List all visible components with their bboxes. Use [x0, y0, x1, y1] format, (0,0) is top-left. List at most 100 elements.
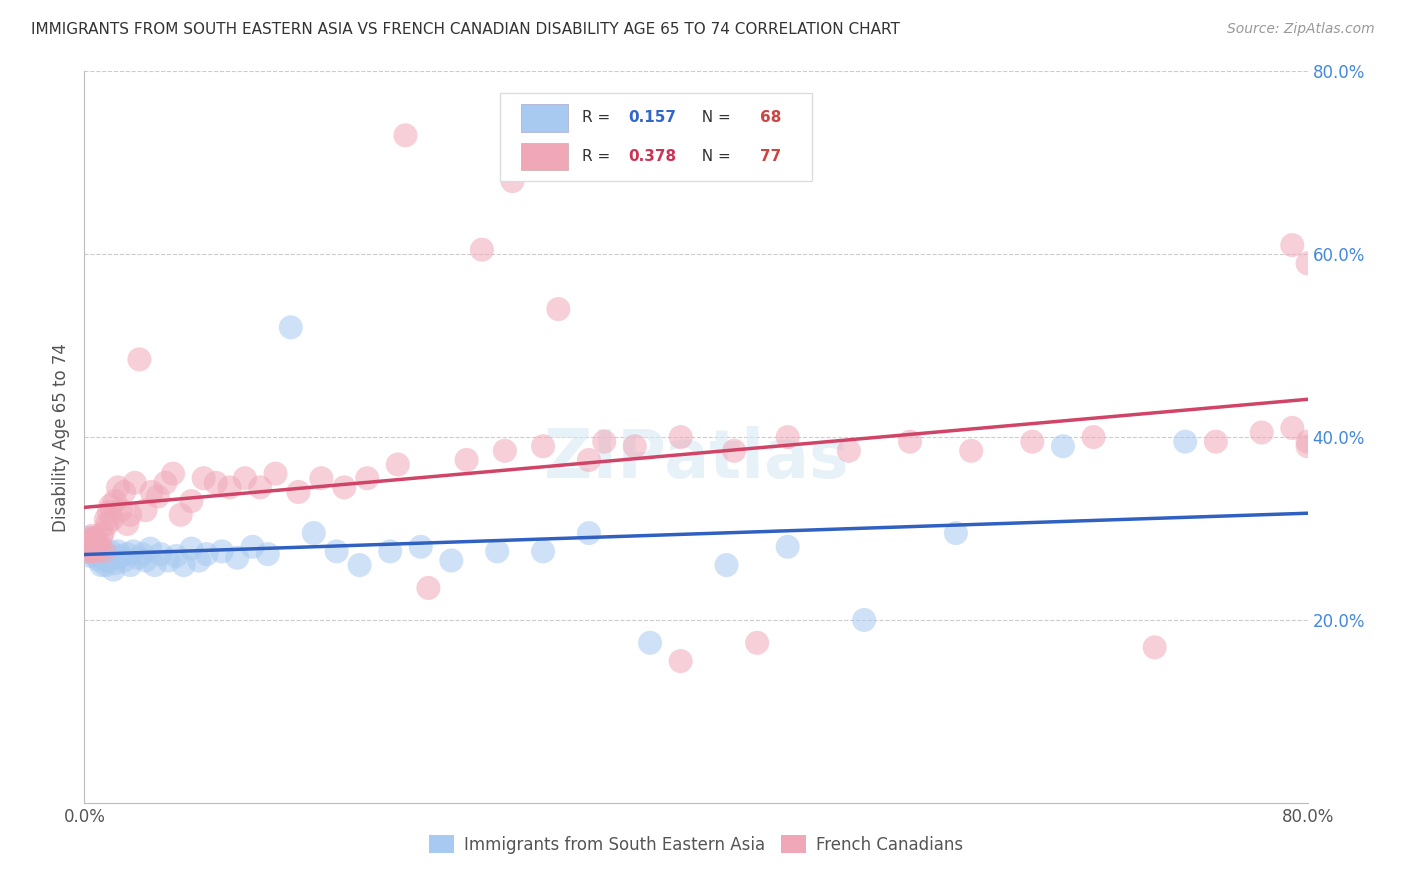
Point — [115, 547, 138, 561]
Point — [104, 556, 127, 570]
Point — [93, 544, 115, 558]
Point — [112, 553, 135, 567]
Point — [87, 540, 110, 554]
Point — [124, 475, 146, 490]
Point — [135, 553, 157, 567]
Point — [180, 494, 202, 508]
Point — [409, 540, 432, 554]
Point — [110, 549, 132, 563]
Point — [578, 526, 600, 541]
Point — [87, 547, 110, 561]
Point — [960, 443, 983, 458]
Point — [89, 541, 111, 556]
Point — [249, 480, 271, 494]
Y-axis label: Disability Age 65 to 74: Disability Age 65 to 74 — [52, 343, 70, 532]
Point — [139, 541, 162, 556]
Point — [86, 540, 108, 554]
Point — [76, 540, 98, 554]
Point — [776, 540, 799, 554]
Point — [97, 505, 120, 519]
Point — [1296, 434, 1319, 449]
Point — [76, 544, 98, 558]
Text: R =: R = — [582, 111, 616, 126]
Point — [193, 471, 215, 485]
Point — [83, 540, 105, 554]
Point — [112, 485, 135, 500]
Text: 0.378: 0.378 — [628, 149, 676, 164]
Point — [77, 531, 100, 545]
Point — [80, 544, 103, 558]
Point — [669, 654, 692, 668]
Point — [77, 541, 100, 556]
Point — [128, 352, 150, 367]
Point — [380, 544, 402, 558]
Point — [115, 516, 138, 531]
Point — [242, 540, 264, 554]
Point — [218, 480, 240, 494]
Point — [747, 636, 769, 650]
Point — [110, 503, 132, 517]
Point — [173, 558, 195, 573]
Point — [89, 541, 111, 556]
Point — [155, 475, 177, 490]
Text: 68: 68 — [759, 111, 780, 126]
Point — [107, 544, 129, 558]
Point — [387, 458, 409, 472]
Point — [87, 535, 110, 549]
Text: 77: 77 — [759, 149, 780, 164]
Point — [84, 544, 107, 558]
Text: N =: N = — [692, 111, 735, 126]
Point — [716, 558, 738, 573]
Point — [90, 558, 112, 573]
Point — [76, 544, 98, 558]
Point — [149, 547, 172, 561]
Point — [578, 453, 600, 467]
Point — [76, 535, 98, 549]
Point — [280, 320, 302, 334]
Point — [1083, 430, 1105, 444]
Point — [80, 544, 103, 558]
Text: R =: R = — [582, 149, 616, 164]
Point — [90, 529, 112, 543]
Point — [86, 550, 108, 565]
Point — [211, 544, 233, 558]
Point — [131, 547, 153, 561]
Point — [104, 494, 127, 508]
Point — [170, 508, 193, 522]
Point — [264, 467, 287, 481]
Point — [157, 553, 180, 567]
Point — [91, 526, 114, 541]
Point — [96, 516, 118, 531]
Point — [80, 529, 103, 543]
Point — [494, 443, 516, 458]
Point — [93, 550, 115, 565]
Point — [1174, 434, 1197, 449]
Point — [162, 467, 184, 481]
Point — [89, 553, 111, 567]
Point — [98, 544, 121, 558]
Text: IMMIGRANTS FROM SOUTH EASTERN ASIA VS FRENCH CANADIAN DISABILITY AGE 65 TO 74 CO: IMMIGRANTS FROM SOUTH EASTERN ASIA VS FR… — [31, 22, 900, 37]
Point — [945, 526, 967, 541]
Point — [94, 512, 117, 526]
Point — [394, 128, 416, 143]
Point — [456, 453, 478, 467]
Point — [1281, 238, 1303, 252]
Point — [79, 540, 101, 554]
Point — [120, 558, 142, 573]
Text: N =: N = — [692, 149, 735, 164]
Text: Source: ZipAtlas.com: Source: ZipAtlas.com — [1227, 22, 1375, 37]
Point — [333, 480, 356, 494]
Point — [188, 553, 211, 567]
Point — [80, 533, 103, 547]
Point — [96, 553, 118, 567]
Point — [127, 550, 149, 565]
Point — [103, 563, 125, 577]
Point — [1250, 425, 1272, 440]
Point — [669, 430, 692, 444]
Point — [91, 544, 114, 558]
Point — [195, 547, 218, 561]
Point — [233, 471, 256, 485]
Point — [86, 544, 108, 558]
Point — [84, 531, 107, 545]
Point — [83, 547, 105, 561]
